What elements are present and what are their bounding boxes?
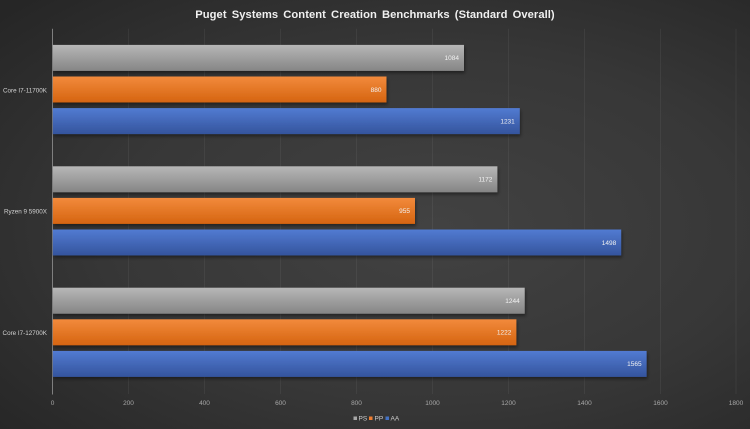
svg-text:1600: 1600 (653, 400, 668, 407)
svg-text:PP: PP (375, 416, 384, 423)
svg-text:1244: 1244 (505, 298, 520, 305)
svg-text:400: 400 (199, 400, 210, 407)
svg-text:AA: AA (391, 416, 400, 423)
svg-text:Puget Systems Content Creation: Puget Systems Content Creation Benchmark… (195, 9, 555, 21)
svg-text:1565: 1565 (627, 361, 642, 368)
svg-text:880: 880 (371, 87, 382, 94)
svg-text:800: 800 (351, 400, 362, 407)
svg-text:1200: 1200 (501, 400, 516, 407)
svg-text:1800: 1800 (729, 400, 744, 407)
svg-text:0: 0 (51, 400, 55, 407)
svg-text:1000: 1000 (425, 400, 440, 407)
svg-text:1172: 1172 (478, 177, 492, 184)
svg-text:Core I7-11700K: Core I7-11700K (3, 87, 48, 94)
svg-text:PS: PS (359, 416, 368, 423)
svg-text:Ryzen 9 5900X: Ryzen 9 5900X (4, 209, 48, 216)
svg-text:955: 955 (399, 208, 410, 215)
svg-text:1231: 1231 (500, 118, 515, 125)
svg-text:600: 600 (275, 400, 286, 407)
svg-text:1498: 1498 (602, 240, 617, 247)
svg-text:1222: 1222 (497, 330, 512, 337)
svg-text:1084: 1084 (445, 55, 460, 62)
svg-text:Core I7-12700K: Core I7-12700K (3, 330, 48, 337)
svg-text:200: 200 (123, 400, 134, 407)
svg-text:1400: 1400 (577, 400, 592, 407)
